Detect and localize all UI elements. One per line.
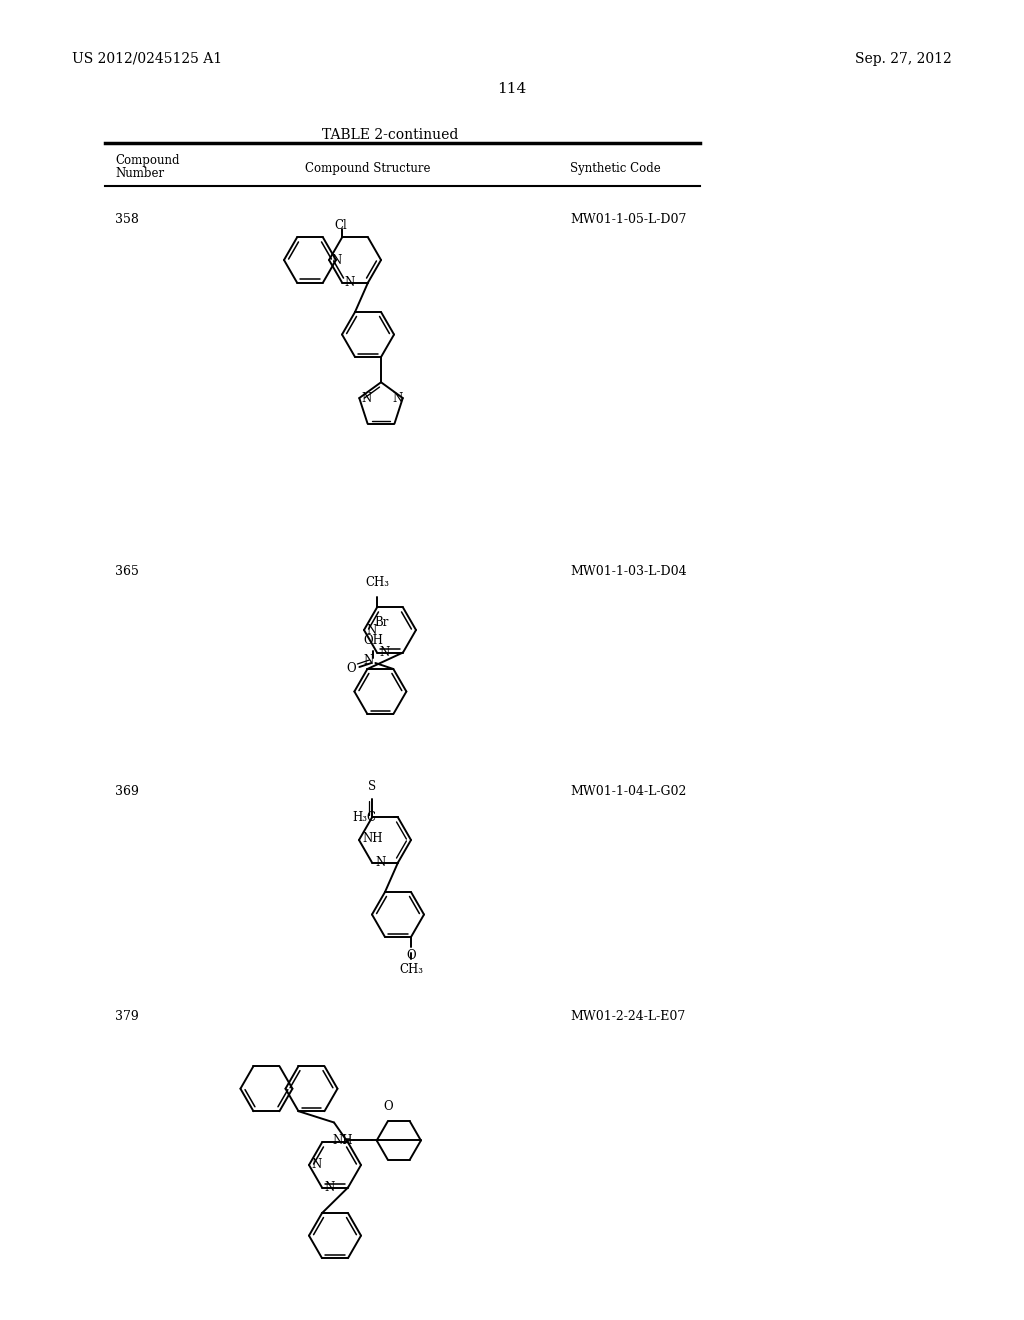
Text: S: S	[368, 780, 376, 793]
Text: H₃C: H₃C	[352, 810, 376, 824]
Text: MW01-2-24-L-E07: MW01-2-24-L-E07	[570, 1010, 685, 1023]
Text: N: N	[379, 645, 389, 659]
Text: Br: Br	[374, 615, 388, 628]
Text: O: O	[346, 663, 356, 676]
Text: Sep. 27, 2012: Sep. 27, 2012	[855, 51, 952, 66]
Text: 369: 369	[115, 785, 139, 799]
Text: 365: 365	[115, 565, 139, 578]
Text: MW01-1-04-L-G02: MW01-1-04-L-G02	[570, 785, 686, 799]
Text: N: N	[375, 855, 385, 869]
Text: N: N	[361, 392, 372, 404]
Text: Synthetic Code: Synthetic Code	[570, 162, 660, 176]
Text: Number: Number	[115, 168, 164, 180]
Text: 379: 379	[115, 1010, 138, 1023]
Text: Cl: Cl	[335, 219, 347, 232]
Text: N: N	[311, 1159, 322, 1172]
Text: OH: OH	[364, 634, 383, 647]
Text: N: N	[344, 276, 354, 289]
Text: TABLE 2-continued: TABLE 2-continued	[322, 128, 458, 143]
Text: 114: 114	[498, 82, 526, 96]
Text: Compound Structure: Compound Structure	[305, 162, 430, 176]
Text: CH₃: CH₃	[399, 964, 423, 975]
Text: NH: NH	[362, 832, 383, 845]
Text: N: N	[393, 392, 403, 404]
Text: N: N	[366, 623, 376, 636]
Text: Compound: Compound	[115, 154, 179, 168]
Text: NH: NH	[332, 1134, 352, 1147]
Text: N: N	[331, 253, 341, 267]
Text: CH₃: CH₃	[365, 577, 389, 590]
Text: N: N	[364, 655, 374, 668]
Text: MW01-1-05-L-D07: MW01-1-05-L-D07	[570, 213, 686, 226]
Text: O: O	[383, 1101, 392, 1113]
Text: US 2012/0245125 A1: US 2012/0245125 A1	[72, 51, 222, 66]
Text: MW01-1-03-L-D04: MW01-1-03-L-D04	[570, 565, 687, 578]
Text: 358: 358	[115, 213, 139, 226]
Text: O: O	[407, 949, 416, 962]
Text: N: N	[324, 1181, 334, 1195]
